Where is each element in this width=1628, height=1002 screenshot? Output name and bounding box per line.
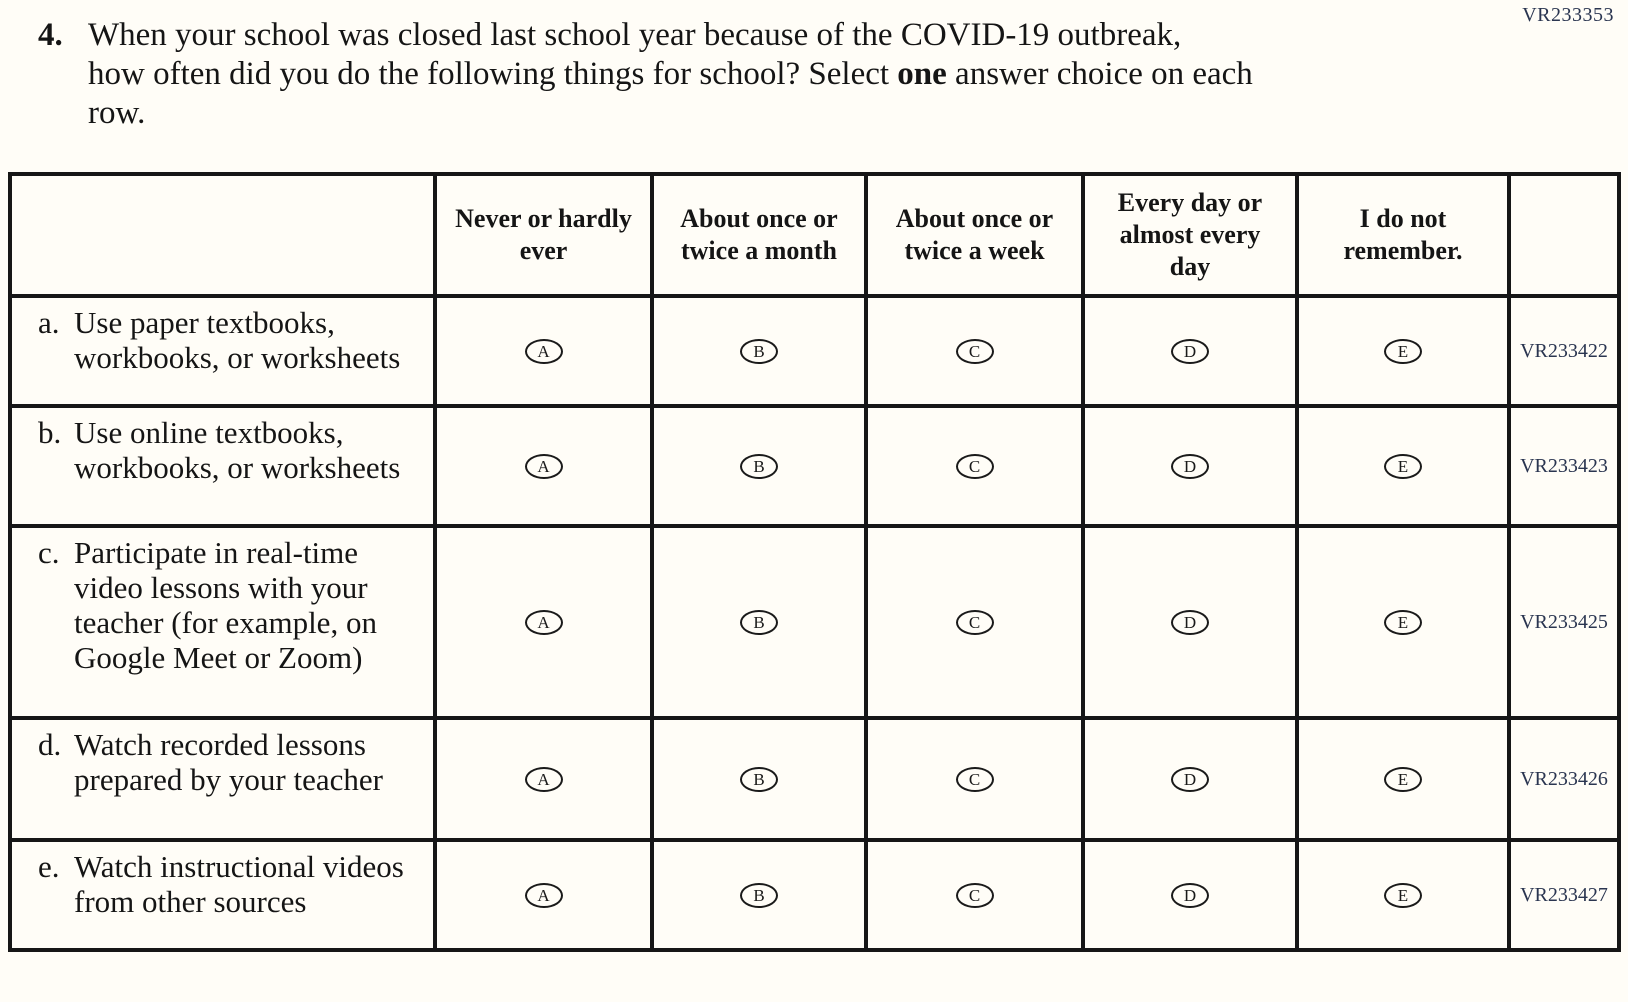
- row-letter: d.: [38, 727, 62, 762]
- bubble-cell: E: [1295, 404, 1511, 528]
- bubble-cell: A: [433, 524, 654, 720]
- bubble-cell: B: [650, 524, 868, 720]
- table-row-d: d. Watch recorded lessons prepared by yo…: [8, 716, 1621, 842]
- answer-bubble-d-E[interactable]: E: [1384, 766, 1422, 792]
- row-label-cell: b. Use online textbooks, workbooks, or w…: [8, 404, 437, 528]
- row-letter: a.: [38, 305, 60, 340]
- row-label: Use paper textbooks, workbooks, or works…: [74, 305, 401, 375]
- bubble-cell: E: [1295, 524, 1511, 720]
- bubble-cell: C: [864, 838, 1085, 952]
- row-code: VR233425: [1507, 524, 1621, 720]
- row-label: Participate in real-time video lessons w…: [74, 535, 377, 675]
- bubble-cell: A: [433, 404, 654, 528]
- answer-bubble-a-C[interactable]: C: [955, 338, 994, 364]
- column-header-week: About once or twice a week: [864, 172, 1085, 298]
- bubble-cell: C: [864, 524, 1085, 720]
- answer-bubble-a-A[interactable]: A: [524, 338, 563, 364]
- answer-bubble-b-B[interactable]: B: [740, 453, 778, 479]
- bubble-cell: C: [864, 294, 1085, 408]
- table-row-b: b. Use online textbooks, workbooks, or w…: [8, 404, 1621, 528]
- question-block: 4. When your school was closed last scho…: [38, 16, 1628, 133]
- row-letter: e.: [38, 849, 60, 884]
- answer-bubble-d-C[interactable]: C: [955, 766, 994, 792]
- bubble-cell: A: [433, 294, 654, 408]
- table-row-c: c. Participate in real-time video lesson…: [8, 524, 1621, 720]
- question-line-1: When your school was closed last school …: [88, 17, 1182, 53]
- row-code: VR233426: [1507, 716, 1621, 842]
- answer-bubble-b-A[interactable]: A: [524, 453, 563, 479]
- bubble-cell: A: [433, 838, 654, 952]
- bubble-cell: B: [650, 404, 868, 528]
- question-bold-word: one: [897, 56, 947, 92]
- bubble-cell: D: [1081, 404, 1299, 528]
- row-letter: b.: [38, 415, 62, 450]
- question-text: When your school was closed last school …: [88, 16, 1508, 133]
- answer-bubble-d-D[interactable]: D: [1171, 766, 1209, 792]
- bubble-cell: B: [650, 716, 868, 842]
- bubble-cell: E: [1295, 294, 1511, 408]
- bubble-cell: B: [650, 294, 868, 408]
- answer-bubble-c-A[interactable]: A: [524, 609, 563, 635]
- answer-bubble-b-D[interactable]: D: [1171, 453, 1209, 479]
- answer-bubble-c-B[interactable]: B: [740, 609, 778, 635]
- column-header-month: About once or twice a month: [650, 172, 868, 298]
- column-header-everyday: Every day or almost every day: [1081, 172, 1299, 298]
- row-code: VR233422: [1507, 294, 1621, 408]
- row-label: Use online textbooks, workbooks, or work…: [74, 415, 401, 485]
- row-code: VR233423: [1507, 404, 1621, 528]
- row-label: Watch instructional videos from other so…: [74, 849, 404, 919]
- table-row-a: a. Use paper textbooks, workbooks, or wo…: [8, 294, 1621, 408]
- row-letter: c.: [38, 535, 60, 570]
- question-line-3: row.: [88, 95, 146, 131]
- bubble-cell: C: [864, 716, 1085, 842]
- answer-bubble-d-B[interactable]: B: [740, 766, 778, 792]
- column-header-not-remember: I do not remember.: [1295, 172, 1511, 298]
- bubble-cell: D: [1081, 838, 1299, 952]
- question-number: 4.: [38, 17, 63, 53]
- answer-bubble-b-E[interactable]: E: [1384, 453, 1422, 479]
- row-label-cell: d. Watch recorded lessons prepared by yo…: [8, 716, 437, 842]
- bubble-cell: B: [650, 838, 868, 952]
- answer-bubble-e-E[interactable]: E: [1384, 882, 1422, 908]
- row-label-cell: c. Participate in real-time video lesson…: [8, 524, 437, 720]
- bubble-cell: D: [1081, 524, 1299, 720]
- code-column-header: [1507, 172, 1621, 298]
- answer-bubble-d-A[interactable]: A: [524, 766, 563, 792]
- corner-cell: [8, 172, 437, 298]
- row-label-cell: e. Watch instructional videos from other…: [8, 838, 437, 952]
- bubble-cell: D: [1081, 716, 1299, 842]
- answer-bubble-e-D[interactable]: D: [1171, 882, 1209, 908]
- bubble-cell: E: [1295, 716, 1511, 842]
- answer-bubble-c-E[interactable]: E: [1384, 609, 1422, 635]
- answer-bubble-a-D[interactable]: D: [1171, 338, 1209, 364]
- page-form-code: VR233353: [1522, 4, 1614, 26]
- question-line-2: how often did you do the following thing…: [88, 56, 1253, 92]
- column-header-never: Never or hardly ever: [433, 172, 654, 298]
- answer-bubble-c-D[interactable]: D: [1171, 609, 1209, 635]
- bubble-cell: E: [1295, 838, 1511, 952]
- bubble-cell: C: [864, 404, 1085, 528]
- answer-bubble-a-B[interactable]: B: [740, 338, 778, 364]
- answer-bubble-e-B[interactable]: B: [740, 882, 778, 908]
- row-label: Watch recorded lessons prepared by your …: [74, 727, 383, 797]
- answer-bubble-e-A[interactable]: A: [524, 882, 563, 908]
- bubble-cell: A: [433, 716, 654, 842]
- answer-bubble-c-C[interactable]: C: [955, 609, 994, 635]
- row-label-cell: a. Use paper textbooks, workbooks, or wo…: [8, 294, 437, 408]
- answer-bubble-b-C[interactable]: C: [955, 453, 994, 479]
- answer-bubble-a-E[interactable]: E: [1384, 338, 1422, 364]
- row-code: VR233427: [1507, 838, 1621, 952]
- header-row: Never or hardly ever About once or twice…: [8, 172, 1621, 298]
- answer-grid: Never or hardly ever About once or twice…: [8, 172, 1621, 952]
- table-row-e: e. Watch instructional videos from other…: [8, 838, 1621, 952]
- bubble-cell: D: [1081, 294, 1299, 408]
- answer-bubble-e-C[interactable]: C: [955, 882, 994, 908]
